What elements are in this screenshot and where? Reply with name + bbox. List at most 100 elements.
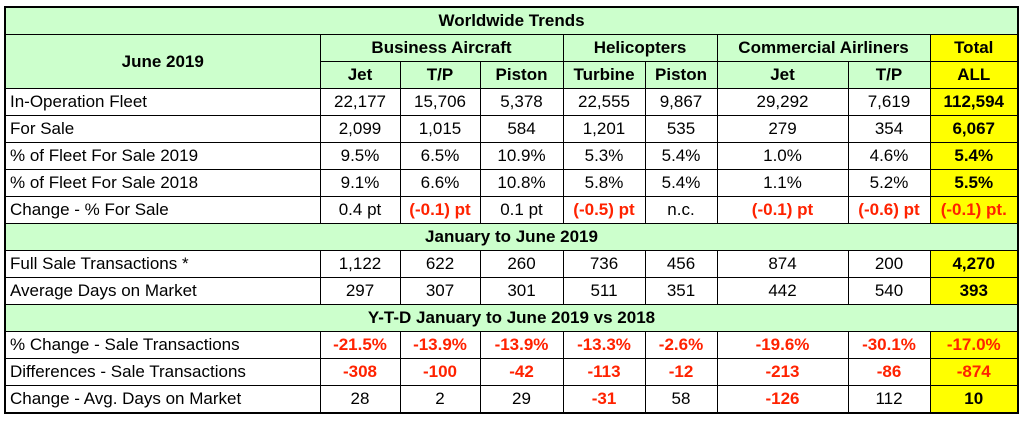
data-cell: 2,099 — [319, 115, 401, 143]
table-row: % Change - Sale Transactions -21.5% -13.9%… — [4, 331, 1019, 359]
data-cell: 354 — [847, 115, 931, 143]
data-cell: -17.0% — [929, 331, 1019, 359]
data-cell: -308 — [319, 358, 401, 386]
data-cell: 10 — [929, 385, 1019, 414]
column-header: Piston — [644, 61, 718, 89]
row-label: % of Fleet For Sale 2019 — [4, 142, 321, 170]
section-heading: January to June 2019 — [4, 223, 1019, 251]
data-cell: 7,619 — [847, 88, 931, 116]
data-cell: 200 — [847, 250, 931, 278]
data-cell: 736 — [562, 250, 646, 278]
data-cell: 112,594 — [929, 88, 1019, 116]
data-cell: 4,270 — [929, 250, 1019, 278]
column-header: T/P — [399, 61, 481, 89]
data-cell: 6.6% — [399, 169, 481, 197]
data-cell: 2 — [399, 385, 481, 414]
group-header: Total — [929, 34, 1019, 62]
data-cell: 29 — [479, 385, 564, 414]
column-header: ALL — [929, 61, 1019, 89]
data-cell: 0.4 pt — [319, 196, 401, 224]
data-cell: -13.9% — [479, 331, 564, 359]
data-cell: 511 — [562, 277, 646, 305]
data-cell: 9.1% — [319, 169, 401, 197]
data-cell: -113 — [562, 358, 646, 386]
table-row: Change - Avg. Days on Market 28 2 29 -31 58 -1… — [4, 385, 1019, 414]
data-cell: 5.4% — [644, 142, 718, 170]
data-cell: -30.1% — [847, 331, 931, 359]
table-row: June 2019 Business Aircraft Helicopters Com… — [4, 34, 1019, 89]
data-cell: -213 — [716, 358, 849, 386]
data-cell: 4.6% — [847, 142, 931, 170]
row-label: Change - % For Sale — [4, 196, 321, 224]
table-title: Worldwide Trends — [4, 6, 1019, 35]
data-cell: 1.0% — [716, 142, 849, 170]
data-cell: 279 — [716, 115, 849, 143]
data-cell: 22,555 — [562, 88, 646, 116]
table-row: Worldwide Trends — [4, 6, 1019, 35]
group-header: Helicopters — [562, 34, 718, 62]
row-label: Differences - Sale Transactions — [4, 358, 321, 386]
data-cell: 1,201 — [562, 115, 646, 143]
data-cell: 10.8% — [479, 169, 564, 197]
data-cell: 58 — [644, 385, 718, 414]
data-cell: -19.6% — [716, 331, 849, 359]
data-cell: 301 — [479, 277, 564, 305]
data-cell: 260 — [479, 250, 564, 278]
table-row: Full Sale Transactions * 1,122 622 260 736 45… — [4, 250, 1019, 278]
row-label: For Sale — [4, 115, 321, 143]
data-cell: -13.9% — [399, 331, 481, 359]
column-header: Jet — [319, 61, 401, 89]
data-cell: 5.5% — [929, 169, 1019, 197]
row-label: % Change - Sale Transactions — [4, 331, 321, 359]
data-cell: 28 — [319, 385, 401, 414]
data-cell: 456 — [644, 250, 718, 278]
data-cell: 10.9% — [479, 142, 564, 170]
data-cell: 622 — [399, 250, 481, 278]
table-row: For Sale 2,099 1,015 584 1,201 535 279 354 6,067 — [4, 115, 1019, 143]
data-cell: 22,177 — [319, 88, 401, 116]
row-label: In-Operation Fleet — [4, 88, 321, 116]
data-cell: 393 — [929, 277, 1019, 305]
data-cell: 1,122 — [319, 250, 401, 278]
data-cell: 0.1 pt — [479, 196, 564, 224]
table-row: Average Days on Market 297 307 301 511 351 442… — [4, 277, 1019, 305]
section-heading: Y-T-D January to June 2019 vs 2018 — [4, 304, 1019, 332]
group-header: Commercial Airliners — [716, 34, 931, 62]
row-label: % of Fleet For Sale 2018 — [4, 169, 321, 197]
data-cell: 5,378 — [479, 88, 564, 116]
table-row: Jet T/P Piston Turbine Piston Jet T/P ALL — [5, 61, 1019, 89]
data-cell: 307 — [399, 277, 481, 305]
data-cell: 5.2% — [847, 169, 931, 197]
data-cell: 5.4% — [644, 169, 718, 197]
table-row: Y-T-D January to June 2019 vs 2018 — [4, 304, 1019, 332]
data-cell: -100 — [399, 358, 481, 386]
data-cell: 540 — [847, 277, 931, 305]
data-cell: (-0.6) pt — [847, 196, 931, 224]
data-cell: n.c. — [644, 196, 718, 224]
data-cell: 29,292 — [716, 88, 849, 116]
data-cell: -42 — [479, 358, 564, 386]
data-cell: -2.6% — [644, 331, 718, 359]
data-cell: 1.1% — [716, 169, 849, 197]
data-cell: -13.3% — [562, 331, 646, 359]
trends-table: Worldwide Trends June 2019 Business Aircra… — [4, 6, 1019, 414]
data-cell: (-0.1) pt — [399, 196, 481, 224]
row-label: Change - Avg. Days on Market — [4, 385, 321, 414]
data-cell: 5.4% — [929, 142, 1019, 170]
data-cell: (-0.5) pt — [562, 196, 646, 224]
data-cell: (-0.1) pt. — [929, 196, 1019, 224]
column-header: Piston — [479, 61, 564, 89]
data-cell: 15,706 — [399, 88, 481, 116]
data-cell: 297 — [319, 277, 401, 305]
table-row: % of Fleet For Sale 2018 9.1% 6.6% 10.8% 5.8… — [4, 169, 1019, 197]
data-cell: 6,067 — [929, 115, 1019, 143]
corner-header: June 2019 — [4, 34, 321, 89]
data-cell: -86 — [847, 358, 931, 386]
data-cell: -31 — [562, 385, 646, 414]
column-header: Jet — [716, 61, 849, 89]
data-cell: 6.5% — [399, 142, 481, 170]
column-header: Turbine — [562, 61, 646, 89]
data-cell: 1,015 — [399, 115, 481, 143]
data-cell: 535 — [644, 115, 718, 143]
